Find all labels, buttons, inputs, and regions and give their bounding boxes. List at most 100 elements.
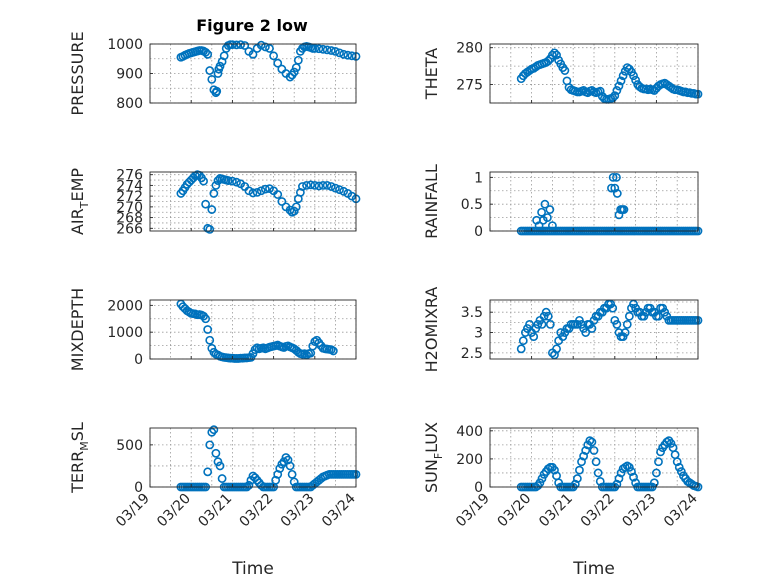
h2omixra-markers: [516, 299, 703, 360]
pressure-point: [232, 40, 241, 50]
air-temp-point: [298, 182, 307, 191]
pressure-point: [339, 49, 349, 59]
pressure-markers: [176, 40, 361, 98]
theta-point: [552, 50, 561, 60]
air-temp-point: [291, 202, 301, 212]
h2omixra-point: [624, 311, 634, 321]
sun-flux-y-tick-label: 400: [456, 424, 483, 440]
terr-msl-point: [275, 464, 285, 473]
sun-flux-y-tick-label: 0: [474, 480, 483, 496]
sun-flux-point: [572, 474, 582, 483]
terr-msl-point: [203, 467, 213, 477]
mixdepth-point: [328, 346, 338, 356]
theta-point: [548, 50, 557, 60]
terr-msl-point: [279, 457, 289, 467]
sun-flux-point: [593, 468, 603, 478]
terr-msl-point: [287, 469, 297, 479]
air-temp-point: [335, 185, 344, 195]
rainfall-point: [548, 221, 557, 231]
pressure-point: [260, 42, 270, 52]
air-temp-point: [306, 180, 316, 190]
pressure-point: [310, 44, 320, 53]
sun-flux-point: [579, 451, 588, 461]
air-temp-point: [205, 224, 215, 234]
terr-msl-y-tick-label: 0: [134, 480, 143, 496]
pressure-point: [347, 51, 357, 61]
pressure-point: [293, 55, 303, 65]
pressure-point: [205, 66, 215, 75]
sun-flux-point: [537, 474, 547, 483]
mixdepth-point: [250, 345, 260, 355]
h2omixra-point: [622, 320, 632, 329]
air-temp-y-label: AIRTEMP: [68, 168, 91, 235]
figure-title: Figure 2 low: [196, 16, 308, 35]
sun-flux-point: [577, 457, 586, 467]
terr-msl-point: [244, 480, 254, 490]
rainfall-y-tick-label: 0.5: [461, 197, 483, 213]
sun-flux-point: [627, 467, 636, 476]
h2omixra-axes-box: [489, 299, 699, 360]
rainfall-point: [540, 199, 550, 209]
theta-point: [631, 75, 640, 85]
theta-point: [618, 71, 628, 81]
pressure-point: [326, 46, 336, 55]
terr-msl-y-tick-label: 500: [116, 438, 143, 454]
terr-msl-point: [217, 474, 227, 483]
theta-markers: [516, 48, 703, 104]
subplot-mixdepth: 0 1000 2000 MIXDEPTH: [68, 288, 357, 371]
rainfall-y-tick-label: 0: [474, 224, 483, 240]
sun-flux-point: [674, 462, 684, 472]
sun-flux-y-label: SUNFLUX: [422, 422, 445, 493]
mixdepth-point: [205, 335, 215, 345]
pressure-point: [240, 41, 250, 50]
mixdepth-y-tick-label: 1000: [107, 325, 143, 341]
h2omixra-point: [581, 328, 591, 337]
terr-msl-point: [213, 457, 223, 467]
h2omixra-point: [525, 320, 534, 329]
mixdepth-axes-box: [149, 299, 357, 360]
sun-flux-point: [581, 446, 591, 455]
theta-y-label: THETA: [422, 48, 441, 100]
sun-flux-point: [652, 468, 661, 478]
sun-flux-y-tick-label: 200: [456, 452, 483, 468]
sun-flux-point: [587, 437, 597, 447]
pressure-point: [212, 86, 222, 96]
air-temp-point: [199, 176, 208, 186]
pressure-point: [273, 58, 283, 68]
mixdepth-point: [201, 314, 211, 324]
rainfall-axes-box: [489, 171, 699, 232]
sun-flux-point: [550, 465, 559, 475]
theta-y-tick-label: 280: [456, 41, 483, 57]
air-temp-point: [260, 184, 270, 194]
subplot-theta: 275 280 THETA: [422, 41, 703, 104]
pressure-point: [201, 47, 211, 57]
sun-flux-x-label: Time: [572, 559, 615, 579]
sun-flux-point: [595, 476, 605, 486]
mixdepth-markers: [176, 299, 338, 363]
air-temp-point: [302, 181, 311, 190]
terr-msl-axes-box: [149, 427, 357, 488]
rainfall-point: [619, 205, 629, 214]
pressure-point: [248, 49, 258, 59]
sun-flux-axes-box: [489, 427, 699, 488]
air-temp-point: [252, 187, 262, 197]
rainfall-point: [534, 221, 544, 231]
theta-point: [550, 48, 559, 58]
air-temp-point: [227, 176, 237, 186]
air-temp-point: [273, 190, 283, 199]
sun-flux-point: [629, 472, 638, 482]
air-temp-point: [314, 181, 324, 191]
air-temp-markers: [176, 170, 361, 234]
sun-flux-point: [616, 468, 626, 478]
sun-flux-point: [612, 479, 622, 489]
rainfall-y-tick-label: 1: [474, 170, 483, 186]
terr-msl-point: [215, 461, 225, 471]
terr-msl-point: [205, 440, 215, 450]
pressure-point: [236, 40, 246, 49]
sun-flux-point: [666, 439, 676, 448]
rainfall-point: [607, 183, 616, 193]
air-temp-point: [322, 181, 332, 190]
theta-point: [616, 76, 626, 86]
pressure-point: [203, 49, 213, 59]
h2omixra-point: [612, 320, 622, 329]
